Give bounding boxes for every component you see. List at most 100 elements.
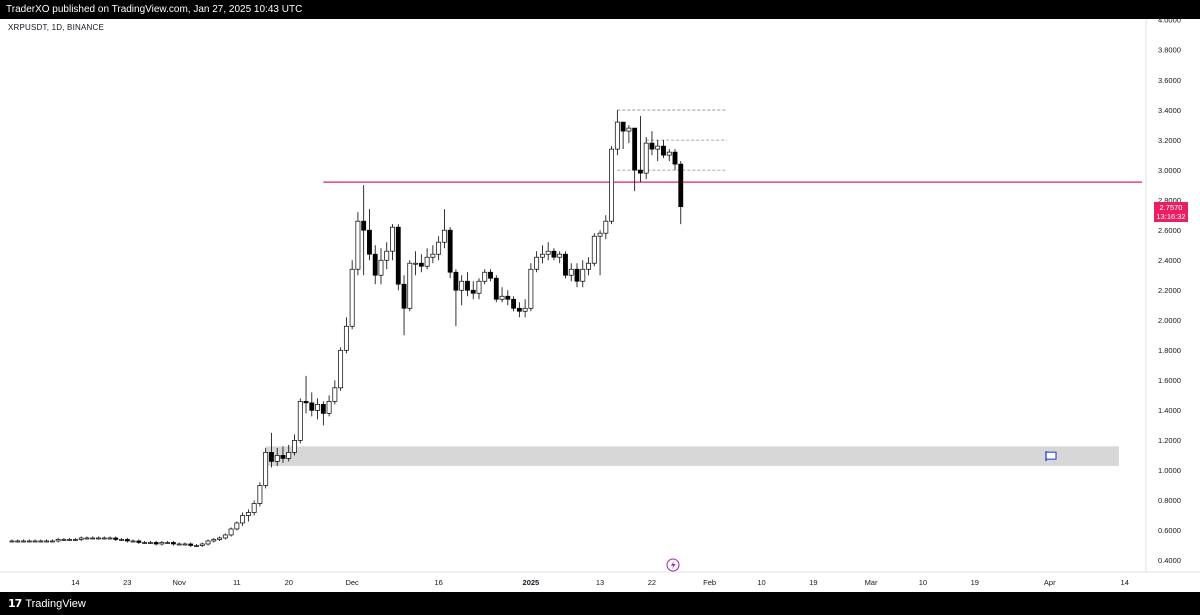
candle-body[interactable] (343, 325, 349, 351)
candle-body[interactable] (591, 235, 597, 264)
candle-body[interactable] (136, 540, 142, 543)
candle-body[interactable] (453, 271, 459, 291)
candle-body[interactable] (661, 145, 666, 156)
candlestick-chart[interactable]: 4.0000 3.8000 3.6000 3.4000 3.2000 3.0000 2.80… (0, 19, 1200, 592)
candle-body[interactable] (655, 145, 661, 150)
candle-body[interactable] (165, 542, 171, 544)
candle-body[interactable] (649, 142, 655, 150)
candle-body[interactable] (72, 539, 78, 541)
candle-body[interactable] (441, 229, 447, 243)
candle-body[interactable] (401, 283, 407, 309)
candle-body[interactable] (551, 250, 557, 258)
candle-body[interactable] (586, 262, 591, 270)
candle-body[interactable] (465, 280, 470, 291)
candle-body[interactable] (603, 220, 609, 234)
candle-body[interactable] (107, 537, 113, 540)
candle-body[interactable] (280, 455, 286, 459)
candle-body[interactable] (222, 534, 228, 539)
candle-body[interactable] (361, 220, 367, 231)
candle-body[interactable] (251, 503, 257, 513)
candle-body[interactable] (211, 539, 217, 542)
candle-body[interactable] (240, 515, 246, 524)
candle-body[interactable] (171, 542, 176, 545)
candle-body[interactable] (488, 271, 493, 279)
candle-body[interactable] (67, 539, 73, 541)
candle-body[interactable] (672, 151, 678, 165)
candle-body[interactable] (9, 540, 15, 543)
candle-body[interactable] (320, 404, 326, 414)
candle-body[interactable] (626, 127, 632, 132)
candle-body[interactable] (101, 537, 107, 540)
candle-body[interactable] (459, 280, 465, 291)
candle-body[interactable] (332, 387, 338, 402)
candle-body[interactable] (390, 226, 395, 252)
candle-body[interactable] (90, 537, 96, 540)
candle-body[interactable] (297, 400, 303, 441)
candle-body[interactable] (326, 400, 332, 414)
candle-body[interactable] (557, 253, 563, 258)
candle-body[interactable] (643, 142, 649, 174)
candle-body[interactable] (338, 349, 344, 389)
candle-body[interactable] (597, 232, 603, 237)
candle-body[interactable] (78, 537, 84, 540)
candle-body[interactable] (378, 259, 384, 276)
candle-body[interactable] (580, 268, 586, 282)
candle-body[interactable] (407, 262, 413, 309)
candle-body[interactable] (26, 540, 32, 543)
candle-body[interactable] (430, 253, 436, 258)
candle-body[interactable] (493, 277, 499, 300)
candle-body[interactable] (499, 295, 505, 300)
candle-body[interactable] (482, 271, 488, 282)
tradingview-logo-icon[interactable]: 17 (8, 597, 22, 610)
candle-body[interactable] (539, 253, 545, 258)
candle-body[interactable] (245, 512, 251, 516)
candle-body[interactable] (609, 148, 615, 222)
candle-body[interactable] (545, 250, 551, 255)
candle-body[interactable] (447, 229, 453, 273)
candle-body[interactable] (292, 440, 297, 453)
candle-body[interactable] (38, 540, 44, 543)
candle-body[interactable] (61, 539, 67, 541)
candle-body[interactable] (286, 452, 292, 459)
candle-body[interactable] (228, 528, 234, 536)
candle-body[interactable] (418, 262, 424, 267)
tradingview-brand[interactable]: TradingView (25, 597, 86, 610)
candle-body[interactable] (528, 268, 534, 309)
candle-body[interactable] (182, 543, 188, 546)
candle-body[interactable] (614, 121, 620, 150)
candle-body[interactable] (372, 253, 378, 276)
candle-body[interactable] (424, 256, 430, 267)
candle-body[interactable] (522, 307, 528, 312)
candle-body[interactable] (142, 542, 148, 544)
candle-body[interactable] (666, 151, 672, 156)
price-axis[interactable] (1146, 19, 1200, 592)
candle-body[interactable] (84, 537, 90, 540)
candle-body[interactable] (199, 543, 205, 546)
candle-body[interactable] (505, 295, 511, 300)
candle-body[interactable] (620, 121, 626, 132)
candle-body[interactable] (55, 539, 61, 542)
candle-body[interactable] (367, 229, 372, 255)
candle-body[interactable] (119, 539, 124, 541)
candle-body[interactable] (188, 543, 194, 546)
candle-body[interactable] (205, 540, 211, 545)
candle-body[interactable] (176, 543, 182, 546)
candle-body[interactable] (309, 402, 315, 411)
candle-body[interactable] (574, 268, 580, 282)
candle-body[interactable] (563, 253, 568, 276)
candle-body[interactable] (124, 539, 130, 542)
candle-body[interactable] (15, 540, 21, 543)
candle-body[interactable] (194, 545, 199, 547)
candle-body[interactable] (384, 250, 390, 261)
candle-body[interactable] (534, 256, 540, 270)
candle-body[interactable] (395, 226, 401, 285)
candle-body[interactable] (217, 537, 222, 540)
candle-body[interactable] (511, 298, 517, 309)
candle-body[interactable] (274, 455, 280, 462)
candle-body[interactable] (678, 163, 684, 207)
candle-body[interactable] (315, 404, 320, 411)
candle-body[interactable] (413, 262, 418, 265)
candle-body[interactable] (436, 241, 442, 255)
candle-body[interactable] (470, 289, 476, 294)
candle-body[interactable] (113, 537, 119, 540)
